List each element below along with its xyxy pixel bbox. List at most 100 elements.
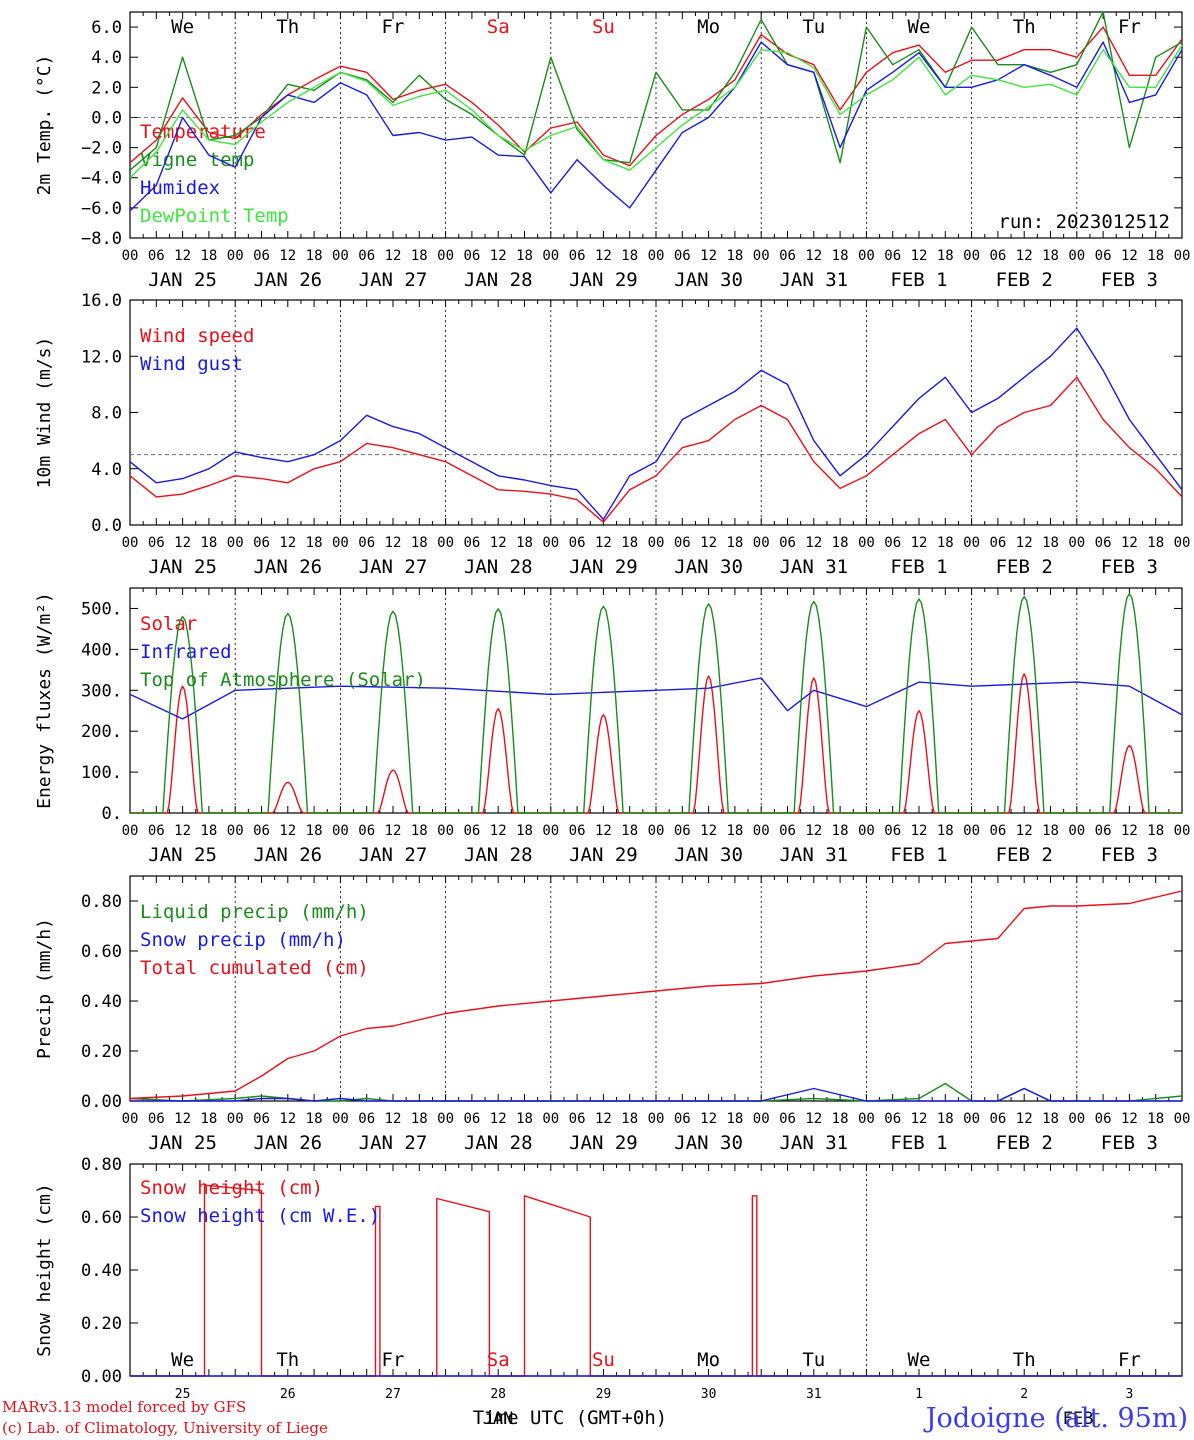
hour-tick-label: 18 <box>200 535 217 551</box>
hour-tick-label: 00 <box>122 535 139 551</box>
day-label: FEB 3 <box>1101 269 1158 291</box>
hour-tick-label: 06 <box>148 1111 165 1127</box>
y-tick-label: 0.80 <box>81 892 122 912</box>
y-tick-label: 300. <box>81 681 122 701</box>
weekday-label-bottom: Su <box>592 1349 615 1371</box>
y-tick-label: 0.80 <box>81 1155 122 1175</box>
hour-tick-label: 00 <box>753 1111 770 1127</box>
hour-tick-label: 06 <box>674 248 691 264</box>
hour-tick-label: 18 <box>516 823 533 839</box>
hour-tick-label: 00 <box>1068 535 1085 551</box>
hour-tick-label: 00 <box>542 535 559 551</box>
hour-tick-label: 12 <box>385 823 402 839</box>
weekday-label: Th <box>276 16 299 38</box>
hour-tick-label: 06 <box>569 1111 586 1127</box>
day-label: JAN 25 <box>148 1132 217 1154</box>
hour-tick-label: 12 <box>174 248 191 264</box>
hour-tick-label: 18 <box>832 823 849 839</box>
hour-tick-label: 00 <box>122 248 139 264</box>
y-tick-label: 0.40 <box>81 992 122 1012</box>
day-label: JAN 27 <box>359 556 428 578</box>
hour-tick-label: 18 <box>411 1111 428 1127</box>
hour-tick-label: 06 <box>358 535 375 551</box>
hour-tick-label: 00 <box>1174 535 1191 551</box>
hour-tick-label: 18 <box>200 823 217 839</box>
panel-5: 0.80 0.60 0.40 0.20 0.00 Snow height (cm) Snow… <box>34 1155 1183 1387</box>
hour-tick-label: 12 <box>279 823 296 839</box>
hour-tick-label: 12 <box>595 248 612 264</box>
hour-tick-label: 06 <box>358 823 375 839</box>
hour-tick-label: 18 <box>937 535 954 551</box>
panel-3: 500. 400. 300. 200. 100. 0. Energy fluxes (W/m… <box>34 587 1190 866</box>
hour-tick-label: 12 <box>700 823 717 839</box>
hour-tick-label: 12 <box>1016 1111 1033 1127</box>
hour-tick-label: 12 <box>595 1111 612 1127</box>
y-tick-label: 8.0 <box>91 404 122 424</box>
hour-tick-label: 06 <box>779 823 796 839</box>
hour-tick-label: 00 <box>858 535 875 551</box>
hour-tick-label: 00 <box>1068 1111 1085 1127</box>
day-label: JAN 28 <box>464 269 533 291</box>
hour-tick-label: 00 <box>227 248 244 264</box>
series-line-temperature <box>129 26 1183 167</box>
day-label: JAN 31 <box>779 556 848 578</box>
legend-entry: Humidex <box>140 177 220 199</box>
legend-entry: Wind gust <box>140 353 243 375</box>
hour-tick-label: 00 <box>648 535 665 551</box>
hour-tick-label: 00 <box>753 535 770 551</box>
hour-tick-label: 12 <box>174 1111 191 1127</box>
hour-tick-label: 00 <box>542 248 559 264</box>
hour-tick-label: 00 <box>122 1111 139 1127</box>
hour-tick-label: 00 <box>1174 248 1191 264</box>
series-line-vigne-temp <box>129 11 1183 171</box>
hour-tick-label: 06 <box>569 535 586 551</box>
weekday-label: Sa <box>487 16 510 38</box>
hour-tick-label: 12 <box>1121 248 1138 264</box>
hour-tick-label: 06 <box>779 1111 796 1127</box>
hour-tick-label: 18 <box>621 1111 638 1127</box>
y-tick-label: 0.60 <box>81 942 122 962</box>
legend-entry: Wind speed <box>140 325 254 347</box>
hour-tick-label: 06 <box>884 535 901 551</box>
day-label: JAN 27 <box>359 1132 428 1154</box>
hour-tick-label: 12 <box>490 248 507 264</box>
y-tick-label: 0.60 <box>81 1208 122 1228</box>
hour-tick-label: 06 <box>884 823 901 839</box>
bottom-day-number: 31 <box>806 1387 822 1402</box>
day-label: JAN 30 <box>674 556 743 578</box>
hour-tick-label: 12 <box>174 823 191 839</box>
hour-tick-label: 00 <box>1174 1111 1191 1127</box>
day-label: JAN 28 <box>464 1132 533 1154</box>
hour-tick-label: 12 <box>911 823 928 839</box>
hour-tick-label: 06 <box>1095 823 1112 839</box>
weekday-label-bottom: Sa <box>487 1349 510 1371</box>
hour-tick-label: 06 <box>1095 535 1112 551</box>
hour-tick-label: 18 <box>1042 1111 1059 1127</box>
hour-tick-label: 18 <box>621 535 638 551</box>
day-label: JAN 28 <box>464 556 533 578</box>
y-tick-label: −4.0 <box>81 169 122 189</box>
hour-tick-label: 00 <box>332 248 349 264</box>
hour-tick-label: 06 <box>674 823 691 839</box>
hour-tick-label: 18 <box>832 248 849 264</box>
day-label: FEB 2 <box>996 1132 1053 1154</box>
hour-tick-label: 00 <box>858 1111 875 1127</box>
series-line-humidex <box>129 41 1183 212</box>
hour-tick-label: 00 <box>1068 248 1085 264</box>
bottom-day-number: 3 <box>1125 1387 1133 1402</box>
hour-tick-label: 06 <box>674 1111 691 1127</box>
hour-tick-label: 12 <box>911 535 928 551</box>
hour-tick-label: 18 <box>516 1111 533 1127</box>
legend-entry: Top of Atmosphere (Solar) <box>140 669 426 691</box>
y-tick-label: 0.0 <box>91 108 122 128</box>
hour-tick-label: 18 <box>621 823 638 839</box>
weekday-label-bottom: Tu <box>802 1349 825 1371</box>
y-tick-label: 16.0 <box>81 291 122 311</box>
hour-tick-label: 12 <box>1121 1111 1138 1127</box>
bottom-day-number: 26 <box>280 1387 296 1402</box>
hour-tick-label: 12 <box>1016 248 1033 264</box>
hour-tick-label: 12 <box>805 1111 822 1127</box>
day-label: JAN 31 <box>779 1132 848 1154</box>
hour-tick-label: 12 <box>490 823 507 839</box>
hour-tick-label: 06 <box>253 1111 270 1127</box>
